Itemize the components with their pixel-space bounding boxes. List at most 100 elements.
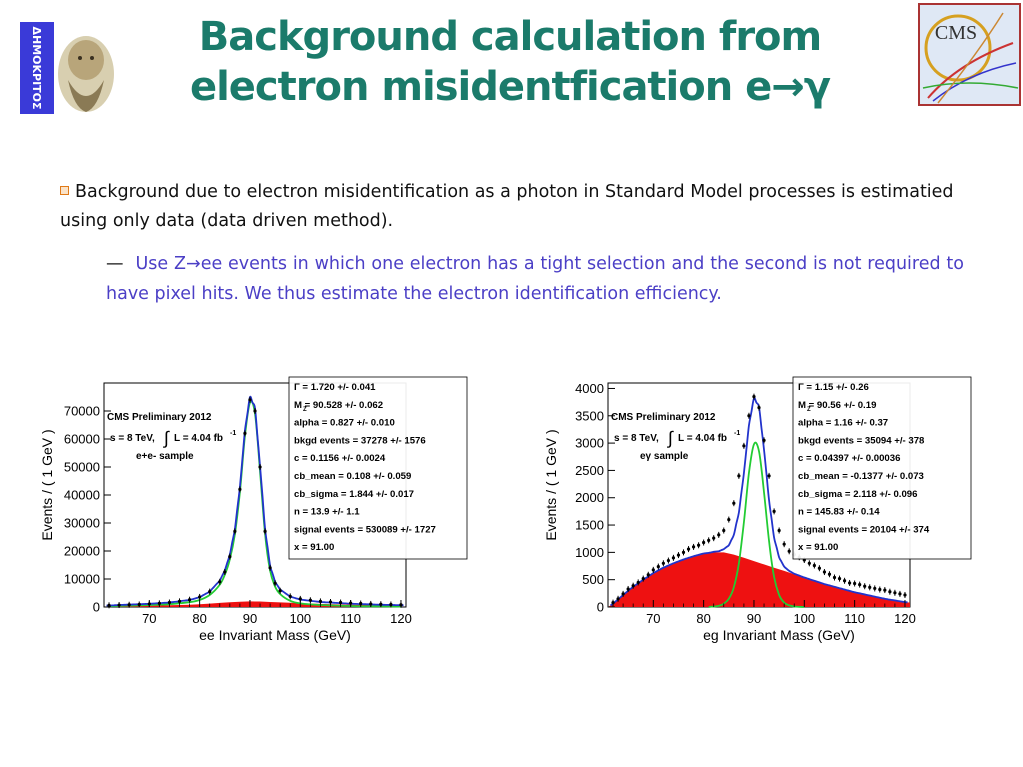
data-point [157,601,161,605]
bust-face [68,40,104,80]
fit-param-text: n = 145.83 +/- 0.14 [798,507,880,518]
lumi-exponent: -1 [734,430,740,437]
data-point [611,601,615,605]
y-tick-label: 60000 [64,432,100,447]
x-tick-label: 120 [894,611,916,626]
y-tick-label: 2500 [575,463,604,478]
energy-label: s = 8 TeV, [614,433,659,444]
sub-text-post: ee events in which one electron has a ti… [106,254,964,304]
data-point [883,588,887,592]
fit-param-text: Γ = 1.15 +/- 0.26 [798,382,869,393]
data-point [308,598,312,602]
x-tick-label: 100 [793,611,815,626]
sample-label: e+e- sample [136,451,194,462]
data-point [707,538,711,542]
x-tick-label: 80 [696,611,710,626]
data-point [167,600,172,605]
data-point [656,564,660,569]
data-point [177,599,182,603]
sub-text-pre: Use Z [135,254,187,274]
fit-param-text: signal events = 20104 +/- 374 [798,524,930,535]
x-tick-label: 120 [390,611,412,626]
data-point [263,529,267,533]
data-point [863,584,867,588]
bullet-point: Background due to electron misidentifica… [60,178,970,236]
data-point [666,558,670,563]
data-point [888,590,892,594]
x-tick-label: 80 [192,611,206,626]
data-point [641,576,645,581]
background-fill [608,552,910,607]
data-point [616,597,620,601]
bullet-text: Background due to electron misidentifica… [60,182,954,231]
data-point [853,581,857,586]
data-point [747,414,751,418]
data-point [631,584,635,588]
data-point [223,570,227,574]
y-tick-label: 500 [582,572,604,587]
data-point [868,585,872,589]
y-tick-label: 0 [93,600,100,615]
data-point [782,542,786,546]
data-point [772,509,776,513]
x-tick-label: 110 [340,611,361,626]
data-point [243,431,247,435]
x-tick-label: 70 [646,611,660,626]
data-point [621,592,625,596]
y-axis-label: Events / ( 1 GeV ) [543,429,559,540]
fit-param-text: bkgd events = 35094 +/- 378 [798,435,925,446]
fit-param-text: alpha = 0.827 +/- 0.010 [294,418,395,429]
y-axis-label: Events / ( 1 GeV ) [39,429,55,540]
cms-logo: CMS [918,3,1021,106]
y-tick-label: 50000 [64,460,100,475]
y-tick-label: 40000 [64,488,100,503]
fit-param-subscript: Z [303,407,307,413]
data-point [661,561,665,565]
y-tick-label: 1000 [575,545,604,560]
data-point [253,409,257,413]
fit-param-text: cb_sigma = 2.118 +/- 0.096 [798,489,917,500]
y-tick-label: 3500 [575,408,604,423]
x-tick-label: 110 [844,611,865,626]
fit-param-text: cb_sigma = 1.844 +/- 0.017 [294,489,414,500]
data-point [626,587,630,591]
data-point [832,575,837,580]
data-point [822,570,827,574]
page-title: Background calculation from electron mis… [120,12,900,112]
data-point [702,540,706,545]
y-tick-label: 70000 [64,404,100,419]
integral-icon: ∫ [162,428,170,448]
ee-plot-marks: 70 80 90 100 110 120 0 10000 20000 30000 40000 5000… [39,376,468,643]
signal-curve [708,441,805,608]
data-point [732,501,736,505]
bullet-square-icon [60,186,69,195]
fit-param-text: alpha = 1.16 +/- 0.37 [798,418,888,429]
data-point [268,566,272,570]
data-point [218,580,222,584]
data-point [858,583,862,587]
fit-param-text: cb_mean = 0.108 +/- 0.059 [294,471,411,482]
integral-icon: ∫ [666,428,674,448]
logo-greek-text: ΔΗΜΟΚΡΙΤΟΣ [30,26,43,109]
data-point [671,556,676,560]
data-point [722,528,726,533]
title-line-2: electron misidentfication e→γ [189,64,831,110]
data-point [777,528,781,533]
data-point [712,536,716,540]
energy-label: s = 8 TeV, [110,433,155,444]
fit-param-text: M = 90.56 +/- 0.19 [798,400,876,411]
data-point [898,592,902,596]
sub-bullet-dash: — [106,254,124,274]
data-point [842,579,847,583]
y-tick-label: 3000 [575,436,604,451]
data-point [903,593,907,597]
y-tick-label: 1500 [575,518,604,533]
x-tick-label: 90 [747,611,761,626]
fit-param-subscript: Z [807,407,811,413]
data-point [187,598,192,602]
data-point [697,543,701,547]
data-point [837,576,842,581]
arrow-icon: → [186,254,201,274]
data-point [288,594,292,598]
fit-param-text: signal events = 530089 +/- 1727 [294,524,436,535]
